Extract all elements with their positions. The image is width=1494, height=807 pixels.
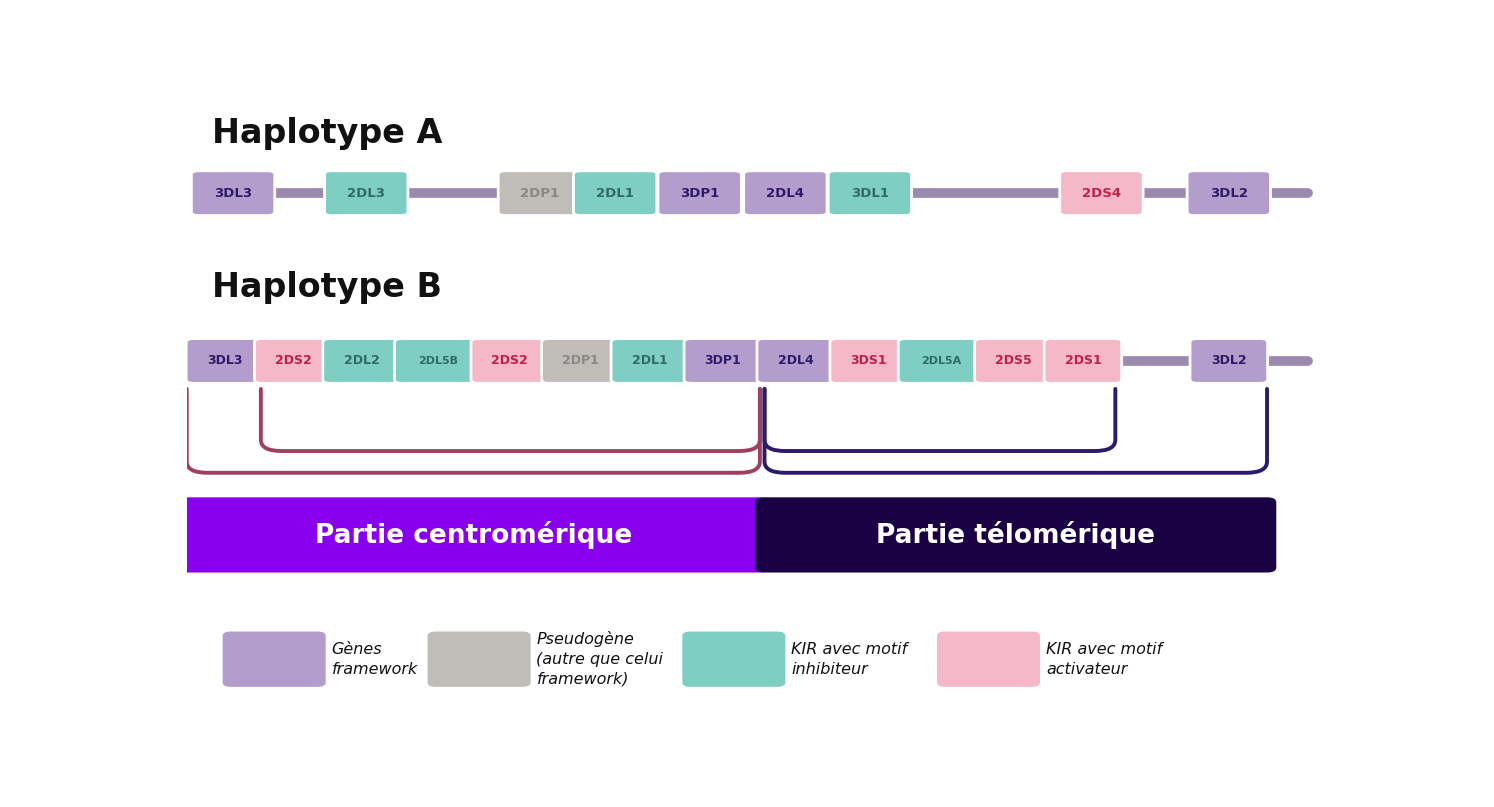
FancyBboxPatch shape [831, 339, 907, 383]
FancyBboxPatch shape [1191, 339, 1267, 383]
FancyBboxPatch shape [657, 171, 741, 215]
Text: 2DL1: 2DL1 [632, 354, 668, 367]
FancyBboxPatch shape [324, 171, 408, 215]
FancyBboxPatch shape [1044, 339, 1122, 383]
Text: 2DS4: 2DS4 [1082, 186, 1120, 199]
Text: 3DL3: 3DL3 [214, 186, 252, 199]
Text: Partie centromérique: Partie centromérique [315, 521, 632, 549]
Text: 2DL5B: 2DL5B [418, 356, 459, 366]
Text: Pseudogène
(autre que celui
framework): Pseudogène (autre que celui framework) [536, 631, 663, 687]
Text: 3DL3: 3DL3 [208, 354, 242, 367]
FancyBboxPatch shape [937, 632, 1040, 687]
FancyBboxPatch shape [1188, 171, 1270, 215]
FancyBboxPatch shape [498, 171, 581, 215]
FancyBboxPatch shape [323, 339, 400, 383]
Text: 2DS1: 2DS1 [1065, 354, 1101, 367]
FancyBboxPatch shape [191, 171, 275, 215]
Text: 3DL2: 3DL2 [1210, 186, 1247, 199]
Text: 3DL1: 3DL1 [852, 186, 889, 199]
Text: 2DL4: 2DL4 [766, 186, 804, 199]
FancyBboxPatch shape [683, 632, 786, 687]
Text: KIR avec motif
activateur: KIR avec motif activateur [1046, 642, 1162, 676]
FancyBboxPatch shape [611, 339, 689, 383]
FancyBboxPatch shape [756, 497, 1276, 572]
Text: 2DL5A: 2DL5A [922, 356, 962, 366]
Text: 2DL1: 2DL1 [596, 186, 633, 199]
FancyBboxPatch shape [471, 339, 548, 383]
FancyBboxPatch shape [223, 632, 326, 687]
Text: 2DL2: 2DL2 [344, 354, 379, 367]
Text: 2DS2: 2DS2 [275, 354, 312, 367]
FancyBboxPatch shape [394, 339, 481, 383]
Text: Partie télomérique: Partie télomérique [877, 521, 1155, 549]
FancyBboxPatch shape [974, 339, 1052, 383]
FancyBboxPatch shape [684, 339, 762, 383]
Text: 3DS1: 3DS1 [850, 354, 887, 367]
Text: 2DL3: 2DL3 [347, 186, 385, 199]
Text: 2DP1: 2DP1 [520, 186, 559, 199]
Text: 3DL2: 3DL2 [1212, 354, 1246, 367]
FancyBboxPatch shape [828, 171, 911, 215]
Text: 2DS2: 2DS2 [492, 354, 529, 367]
Text: Gènes
framework: Gènes framework [332, 642, 418, 676]
Text: 2DP1: 2DP1 [562, 354, 599, 367]
FancyBboxPatch shape [757, 339, 835, 383]
Text: 3DP1: 3DP1 [680, 186, 719, 199]
FancyBboxPatch shape [178, 497, 769, 572]
FancyBboxPatch shape [744, 171, 828, 215]
FancyBboxPatch shape [1059, 171, 1143, 215]
Text: 3DP1: 3DP1 [705, 354, 741, 367]
FancyBboxPatch shape [187, 339, 264, 383]
FancyBboxPatch shape [898, 339, 985, 383]
Text: KIR avec motif
inhibiteur: KIR avec motif inhibiteur [792, 642, 907, 676]
FancyBboxPatch shape [574, 171, 657, 215]
FancyBboxPatch shape [254, 339, 332, 383]
Text: 2DS5: 2DS5 [995, 354, 1032, 367]
FancyBboxPatch shape [427, 632, 530, 687]
Text: Haplotype A: Haplotype A [212, 117, 442, 150]
FancyBboxPatch shape [542, 339, 619, 383]
Text: 2DL4: 2DL4 [778, 354, 814, 367]
Text: Haplotype B: Haplotype B [212, 271, 442, 303]
